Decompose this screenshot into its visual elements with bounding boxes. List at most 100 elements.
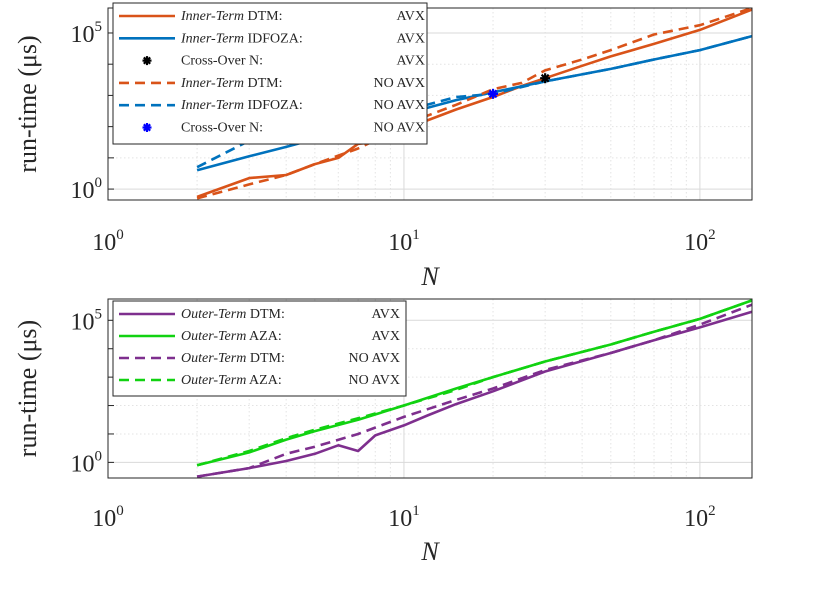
legend-label-term: Inner-Term [180, 76, 244, 91]
legend-box [112, 300, 407, 397]
legend-label: Inner-Term DTM: [180, 9, 282, 24]
legend-tag: AVX [371, 307, 400, 322]
legend-label-term: Outer-Term [181, 373, 246, 388]
legend-label: Cross-Over N: [181, 121, 263, 136]
y-tick-label-0-base: 10 [71, 309, 95, 335]
x-tick-label-2-exponent: 2 [708, 503, 716, 519]
legend-label-rest: AZA: [246, 329, 281, 344]
crossover-marker-1 [488, 88, 499, 99]
series-group [196, 299, 753, 478]
y-tick-label-0-exponent: 5 [95, 306, 103, 322]
legend-marker-swatch [143, 123, 151, 132]
legend-label: Inner-Term IDFOZA: [180, 98, 303, 113]
x-tick-label-1: 101 [388, 503, 420, 532]
y-tick-label-0: 105 [71, 306, 103, 335]
legend-label-rest: DTM: [244, 76, 283, 91]
legend-label-term: Inner-Term [180, 31, 244, 46]
legend-label: Outer-Term AZA: [181, 329, 282, 344]
legend-label: Cross-Over N: [181, 54, 263, 69]
y-tick-label-1-exponent: 0 [95, 448, 103, 464]
legend-label-rest: DTM: [246, 351, 285, 366]
x-tick-label-2: 102 [684, 227, 716, 256]
legend-label-term: Outer-Term [181, 307, 246, 322]
legend-tag: AVX [396, 54, 425, 69]
y-tick-label-1: 100 [71, 448, 103, 477]
crossover-marker-0 [540, 73, 551, 84]
legend-tag: NO AVX [374, 121, 425, 136]
legend-label: Outer-Term DTM: [181, 351, 285, 366]
legend-label-rest: DTM: [246, 307, 285, 322]
plot-area-frame [107, 7, 753, 201]
marker-stroke [540, 73, 550, 83]
plot-area-frame [107, 298, 753, 479]
x-tick-label-2: 102 [684, 503, 716, 532]
x-tick-label-2-base: 10 [684, 506, 708, 532]
legend-label-rest: DTM: [244, 9, 283, 24]
x-tick-label-1: 101 [388, 227, 420, 256]
legend-tag: AVX [396, 31, 425, 46]
legend-label-term: Inner-Term [180, 9, 244, 24]
x-tick-label-2-base: 10 [684, 230, 708, 256]
x-tick-label-1-base: 10 [388, 230, 412, 256]
legend-entry: Cross-Over N: NO AVX [142, 121, 425, 136]
series-line-3 [196, 34, 753, 169]
legend-tag: NO AVX [374, 98, 425, 113]
legend-entry: Outer-Term DTM: NO AVX [119, 351, 400, 366]
x-tick-label-1-exponent: 1 [412, 503, 420, 519]
legend-label: Inner-Term DTM: [180, 76, 282, 91]
marker-stroke [488, 89, 498, 99]
x-tick-label-0-exponent: 0 [116, 503, 124, 519]
legend-entry: Inner-Term DTM: NO AVX [119, 76, 425, 91]
legend-label-term: Inner-Term [180, 98, 244, 113]
series-line-2 [196, 6, 753, 200]
legend-label: Outer-Term AZA: [181, 373, 282, 388]
legend-marker-swatch [143, 56, 151, 65]
legend-label-term: Outer-Term [181, 351, 246, 366]
legend-label-rest: AZA: [246, 373, 281, 388]
y-tick-label-0-exponent: 5 [95, 19, 103, 35]
x-tick-label-1-exponent: 1 [412, 227, 420, 243]
x-axis-label: N [420, 537, 440, 566]
legend-tag: AVX [396, 9, 425, 24]
legend-box [112, 2, 428, 145]
y-tick-label-1-base: 10 [71, 451, 95, 477]
legend-entry: Cross-Over N: AVX [142, 54, 425, 69]
legend-label-rest: IDFOZA: [244, 98, 303, 113]
y-tick-label-1-base: 10 [71, 178, 95, 204]
legend-tag: NO AVX [374, 76, 425, 91]
x-tick-label-0-base: 10 [92, 506, 116, 532]
x-tick-label-2-exponent: 2 [708, 227, 716, 243]
y-tick-label-0: 105 [71, 19, 103, 48]
x-tick-label-0-exponent: 0 [116, 227, 124, 243]
legend-entry: Inner-Term DTM: AVX [119, 9, 425, 24]
x-tick-label-0: 100 [92, 227, 124, 256]
legend-label-rest: IDFOZA: [244, 31, 303, 46]
y-axis-label: run-time (μs) [13, 320, 42, 457]
y-axis-label: run-time (μs) [13, 35, 42, 172]
legend-label: Outer-Term DTM: [181, 307, 285, 322]
y-tick-label-1: 100 [71, 175, 103, 204]
legend-entry: Outer-Term AZA: AVX [119, 329, 400, 344]
legend-tag: NO AVX [349, 373, 400, 388]
legend-tag: AVX [371, 329, 400, 344]
legend-tag: NO AVX [349, 351, 400, 366]
x-tick-label-0: 100 [92, 503, 124, 532]
legend-entry: Outer-Term DTM: AVX [119, 307, 400, 322]
legend-entry: Inner-Term IDFOZA: AVX [119, 31, 425, 46]
series-line-1 [196, 299, 753, 467]
series-group [196, 6, 753, 200]
legend-entry: Outer-Term AZA: NO AVX [119, 373, 400, 388]
x-tick-label-1-base: 10 [388, 506, 412, 532]
legend-label-term: Outer-Term [181, 329, 246, 344]
y-tick-label-1-exponent: 0 [95, 175, 103, 191]
legend-entry: Inner-Term IDFOZA: NO AVX [119, 98, 425, 113]
x-axis-label: N [420, 262, 440, 291]
legend-label: Inner-Term IDFOZA: [180, 31, 303, 46]
y-tick-label-0-base: 10 [71, 22, 95, 48]
x-tick-label-0-base: 10 [92, 230, 116, 256]
